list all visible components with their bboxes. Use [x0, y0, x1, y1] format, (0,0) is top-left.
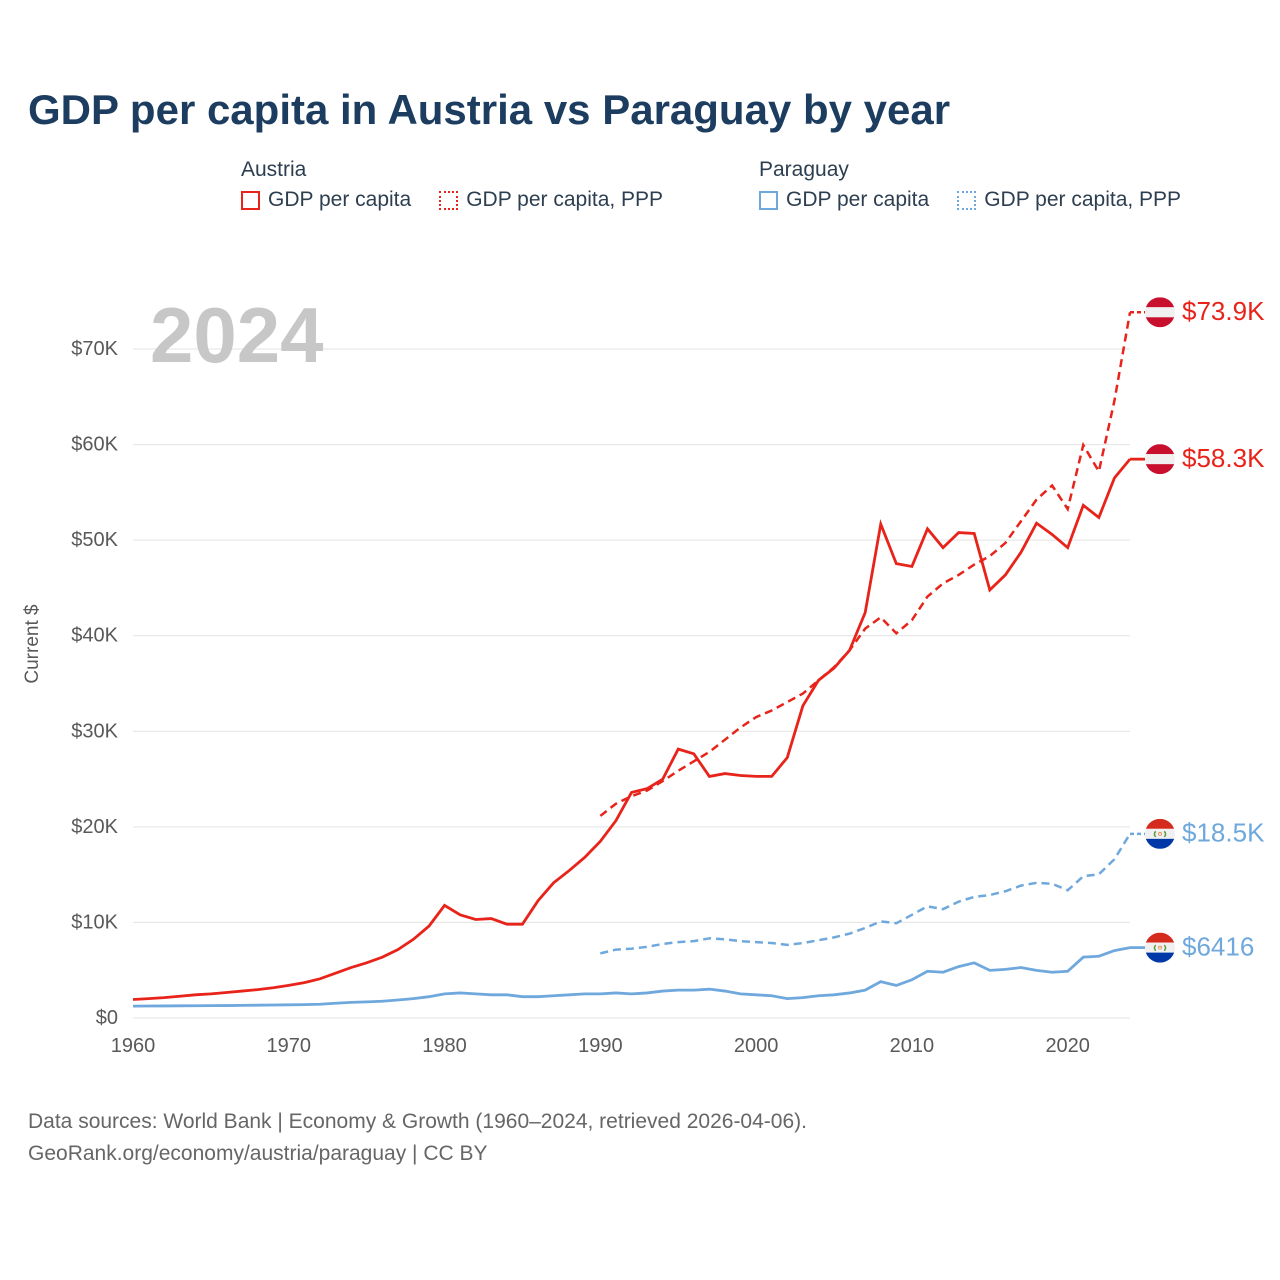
svg-text:1980: 1980	[422, 1035, 467, 1057]
svg-text:1970: 1970	[267, 1035, 312, 1057]
svg-text:1990: 1990	[578, 1035, 623, 1057]
svg-text:2010: 2010	[890, 1035, 935, 1057]
svg-text:2020: 2020	[1045, 1035, 1090, 1057]
svg-text:$20K: $20K	[71, 816, 118, 838]
svg-text:1960: 1960	[111, 1035, 156, 1057]
svg-text:$73.9K: $73.9K	[1182, 296, 1265, 326]
svg-text:$58.3K: $58.3K	[1182, 443, 1265, 473]
svg-text:$0: $0	[96, 1007, 118, 1029]
svg-text:$40K: $40K	[71, 625, 118, 647]
svg-text:$50K: $50K	[71, 529, 118, 551]
svg-text:2000: 2000	[734, 1035, 779, 1057]
svg-text:$60K: $60K	[71, 434, 118, 456]
svg-text:$18.5K: $18.5K	[1182, 818, 1265, 848]
svg-text:$30K: $30K	[71, 720, 118, 742]
svg-text:$6416: $6416	[1182, 932, 1254, 962]
svg-text:$10K: $10K	[71, 911, 118, 933]
svg-text:$70K: $70K	[71, 338, 118, 360]
